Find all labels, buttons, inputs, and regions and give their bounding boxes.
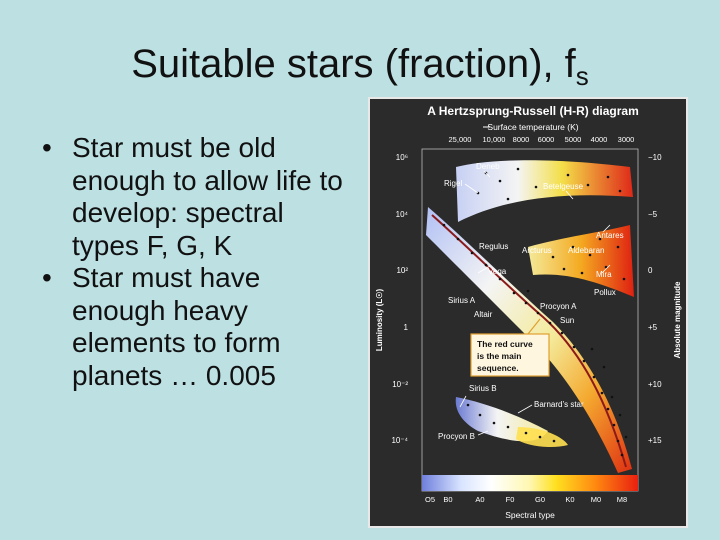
white-dwarf-band-tail [516, 427, 568, 447]
star-label-sun: Sun [560, 316, 574, 325]
bullet-line: planets … 0.005 [72, 359, 276, 391]
spectral-tick: M8 [617, 495, 627, 504]
star-label-pollux: Pollux [594, 288, 616, 297]
bullet-line: Star must be old [72, 132, 276, 163]
bullet-list: • Star must be old enough to allow life … [42, 132, 387, 392]
temp-tick: 25,000 [449, 135, 472, 144]
title-subscript: s [575, 61, 589, 91]
bullet-dot-icon: • [42, 262, 52, 293]
magnitude-tick: −10 [648, 153, 662, 162]
luminosity-tick: 10² [396, 266, 408, 275]
luminosity-tick: 10⁻² [392, 380, 408, 389]
bullet-line: Star must have [72, 262, 261, 293]
callout-line: sequence. [477, 363, 519, 373]
bullet-line: types F, G, K [72, 229, 233, 261]
star-label-antares: Antares [596, 231, 624, 240]
diagram-title: A Hertzsprung-Russell (H-R) diagram [427, 104, 639, 118]
temp-tick: 8000 [513, 135, 530, 144]
spectral-tick: A0 [475, 495, 484, 504]
spectral-tick: O5 [425, 495, 435, 504]
main-sequence-curve [431, 214, 627, 468]
star-label-vega: Vega [488, 267, 507, 276]
spectral-tick: F0 [506, 495, 515, 504]
temp-tick: 3000 [618, 135, 635, 144]
temp-tick: 10,000 [483, 135, 506, 144]
temp-tick: 6000 [538, 135, 555, 144]
spectral-tick: K0 [565, 495, 574, 504]
star-label-barnards-star: Barnard’s star [534, 400, 584, 409]
bullet-item: • Star must be old enough to allow life … [42, 132, 387, 262]
spectral-color-bar [422, 475, 638, 491]
bullet-line: enough heavy [72, 294, 248, 326]
spectral-tick: B0 [443, 495, 452, 504]
star-label-betelgeuse: Betelgeuse [543, 182, 584, 191]
star-label-aldebaran: Aldebaran [568, 246, 604, 255]
star-label-procyon-b: Procyon B [438, 432, 475, 441]
star-label-procyon-a: Procyon A [540, 302, 577, 311]
star-label-altair: Altair [474, 310, 493, 319]
slide-title: Suitable stars (fraction), fs [0, 42, 720, 92]
temp-tick: 5000 [565, 135, 582, 144]
callout-pointer [527, 318, 541, 335]
temp-tick: 4000 [591, 135, 608, 144]
supergiant-band [456, 160, 633, 222]
callout-line: The red curve [477, 339, 533, 349]
spectral-tick: M0 [591, 495, 601, 504]
magnitude-axis-label: Absolute magnitude [673, 281, 682, 358]
star-label-arcturus: Arcturus [522, 246, 552, 255]
hr-diagram: A Hertzsprung-Russell (H-R) diagram Surf… [368, 97, 688, 528]
title-main: Suitable stars (fraction), f [131, 42, 576, 86]
luminosity-axis-label: Luminosity (L☉) [375, 289, 384, 352]
luminosity-tick: 10⁴ [396, 210, 409, 219]
magnitude-tick: 0 [648, 266, 653, 275]
bullet-line: develop: spectral [72, 197, 284, 228]
spectral-axis-label: Spectral type [505, 510, 555, 520]
callout-line: is the main [477, 351, 521, 361]
main-sequence-band [426, 207, 632, 473]
star-label-sirius-b: Sirius B [469, 384, 497, 393]
leader-lines [459, 170, 611, 436]
star-label-deneb: Deneb [476, 162, 500, 171]
luminosity-tick: 1 [404, 323, 409, 332]
star-label-sirius-a: Sirius A [448, 296, 476, 305]
giant-branch [528, 225, 634, 297]
star-label-rigel: Rigel [444, 179, 462, 188]
hr-diagram-panel: A Hertzsprung-Russell (H-R) diagram Surf… [368, 97, 688, 528]
luminosity-tick: 10⁻⁴ [391, 436, 408, 445]
magnitude-tick: +5 [648, 323, 658, 332]
star-dots [442, 167, 628, 457]
bullet-line: enough to allow life to [72, 164, 343, 196]
magnitude-tick: +15 [648, 436, 662, 445]
callout-box [470, 333, 550, 377]
magnitude-tick: +10 [648, 380, 662, 389]
bullet-dot-icon: • [42, 132, 52, 163]
bullet-line: elements to form [72, 327, 281, 358]
star-label-mira: Mira [596, 270, 612, 279]
luminosity-tick: 10⁶ [396, 153, 408, 162]
star-label-regulus: Regulus [479, 242, 508, 251]
bullet-item: • Star must have enough heavy elements t… [42, 262, 387, 392]
spectral-tick: G0 [535, 495, 545, 504]
surface-temperature-label: Surface temperature (K) [487, 122, 578, 132]
magnitude-tick: −5 [648, 210, 658, 219]
